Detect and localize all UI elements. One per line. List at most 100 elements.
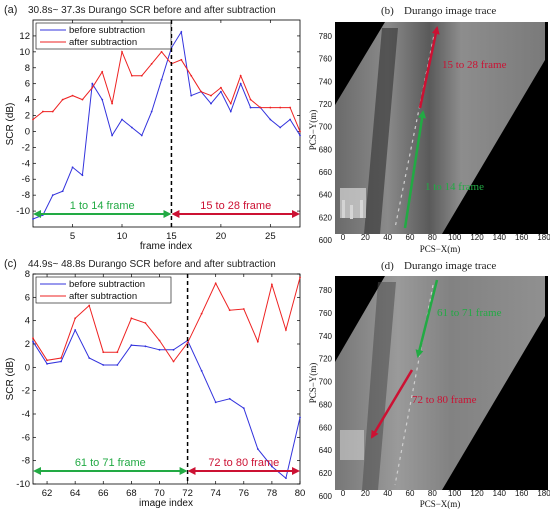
panel-b-red-label: 15 to 28 frame: [442, 59, 507, 71]
data-point: [74, 317, 77, 320]
y-tick-label: -10: [16, 479, 30, 490]
image-x-tick-label: 100: [448, 233, 462, 242]
panel-a-legend: before subtraction after subtraction: [35, 22, 172, 50]
data-point: [130, 74, 133, 77]
data-point: [91, 86, 94, 89]
data-point: [88, 357, 91, 359]
y-tick-label: 10: [19, 47, 30, 58]
data-point: [299, 130, 301, 133]
image-y-tick-label: 680: [319, 400, 333, 409]
panel-c-annotations: 61 to 71 frame 72 to 80 frame: [33, 457, 300, 475]
data-point: [229, 102, 232, 105]
data-point: [32, 337, 34, 340]
panel-a-title: (a): [4, 4, 17, 16]
data-point: [121, 118, 123, 121]
data-point: [32, 340, 34, 343]
data-point: [102, 351, 105, 354]
panel-d-y-ticks: 780 760 740 720 700 680 660 640 620 600: [319, 286, 333, 501]
data-point: [130, 126, 133, 129]
data-point: [61, 98, 64, 101]
data-point: [150, 62, 153, 65]
panel-d-green-label: 61 to 71 frame: [437, 307, 502, 319]
data-point: [81, 98, 84, 101]
data-point: [299, 416, 301, 419]
image-y-tick-label: 780: [319, 286, 333, 295]
panel-c-title-text: 44.9s~ 48.8s Durango SCR before and afte…: [28, 259, 276, 270]
data-point: [249, 98, 252, 101]
x-tick-label: 76: [239, 488, 250, 499]
image-x-tick-label: 160: [515, 233, 529, 242]
data-point: [219, 90, 222, 93]
y-tick-label: 4: [25, 316, 30, 327]
data-point: [101, 70, 104, 73]
data-point: [200, 312, 203, 315]
data-point: [256, 448, 259, 450]
image-y-tick-label: 740: [319, 77, 333, 86]
panel-b-y-label: PCS−Y(m): [308, 110, 318, 151]
panel-b-red-arrow: [418, 26, 440, 109]
data-point: [279, 126, 282, 129]
panel-c-y-label: SCR (dB): [5, 358, 16, 401]
image-x-tick-label: 0: [341, 489, 346, 498]
data-point: [116, 351, 119, 354]
data-point: [269, 106, 272, 109]
data-point: [140, 74, 143, 77]
data-point: [210, 102, 212, 105]
image-x-tick-label: 60: [406, 489, 415, 498]
image-y-tick-label: 760: [319, 309, 333, 318]
y-tick-label: 8: [25, 269, 30, 280]
annotation-label-green: 1 to 14 frame: [70, 200, 135, 212]
data-point: [242, 308, 245, 310]
data-point: [214, 282, 217, 285]
annotation-label-green: 61 to 71 frame: [75, 457, 146, 469]
legend-label-before: before subtraction: [69, 279, 145, 290]
panel-d-label: (d): [381, 260, 394, 272]
panel-a-line-chart: (a) 30.8s~ 37.3s Durango SCR before and …: [4, 4, 301, 252]
panel-a-y-ticks: -10 -8 -6 -4 -2 0 2 4 6 8 10 12: [16, 31, 300, 217]
data-point: [144, 322, 147, 324]
data-point: [116, 364, 119, 366]
data-point: [242, 407, 245, 410]
x-tick-label: 15: [166, 231, 177, 242]
panel-d-title: Durango image trace: [404, 260, 496, 272]
image-x-tick-label: 40: [383, 489, 392, 498]
data-point: [239, 74, 242, 77]
data-point: [180, 58, 183, 61]
series-line-before: [32, 328, 301, 480]
panel-a-title-text: 30.8s~ 37.3s Durango SCR before and afte…: [28, 5, 276, 16]
y-tick-label: -4: [22, 158, 30, 169]
image-y-tick-label: 640: [319, 446, 333, 455]
legend-label-after: after subtraction: [69, 37, 137, 48]
image-y-tick-label: 620: [319, 469, 333, 478]
panel-d-red-label: 72 to 80 frame: [412, 394, 477, 406]
data-point: [51, 194, 54, 197]
panel-c-x-label: image index: [139, 498, 193, 509]
y-tick-label: 8: [25, 63, 30, 74]
data-point: [74, 329, 77, 331]
panel-c-line-chart: (c) 44.9s~ 48.8s Durango SCR before and …: [4, 258, 305, 509]
data-point: [60, 360, 63, 363]
image-y-tick-label: 720: [319, 100, 333, 109]
data-point: [158, 348, 161, 351]
image-x-tick-label: 40: [383, 233, 392, 242]
panel-c-legend: before subtraction after subtraction: [35, 276, 172, 304]
data-point: [228, 309, 231, 312]
panel-a-x-ticks: 5 10 15 20 25: [70, 20, 276, 242]
legend-label-after: after subtraction: [69, 291, 137, 302]
image-y-tick-label: 760: [319, 55, 333, 64]
image-x-tick-label: 80: [428, 233, 437, 242]
data-point: [160, 78, 163, 81]
y-tick-label: -6: [22, 432, 30, 443]
data-point: [144, 345, 147, 348]
x-tick-label: 80: [295, 488, 306, 499]
panel-c-x-ticks: 62 64 66 68 70 72 74 76 78 80: [42, 274, 306, 499]
data-point: [214, 401, 217, 404]
data-point: [46, 359, 48, 362]
data-point: [200, 369, 203, 372]
x-tick-label: 66: [98, 488, 109, 499]
image-x-tick-label: 0: [341, 233, 346, 242]
data-point: [41, 110, 44, 113]
data-point: [111, 134, 114, 137]
data-point: [140, 134, 143, 137]
series-line-before: [32, 30, 301, 220]
